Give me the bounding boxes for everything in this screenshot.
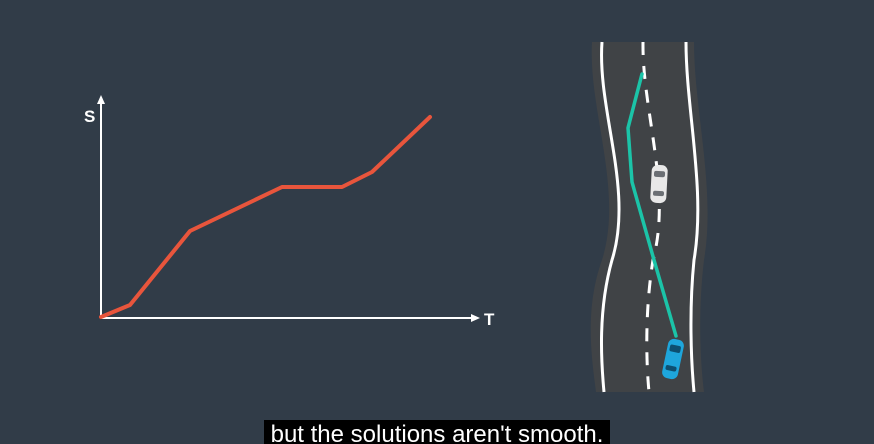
- ego-car: [662, 338, 684, 380]
- road-center-dashed-line: [641, 41, 661, 393]
- ego-car-rear-window: [665, 365, 677, 372]
- x-axis-label: T: [484, 310, 495, 329]
- planned-trajectory-line: [626, 72, 678, 338]
- subtitle-bar: but the solutions aren't smooth.: [0, 420, 874, 444]
- st-graph: S T: [84, 95, 495, 329]
- y-axis-arrowhead: [97, 95, 105, 104]
- y-axis-label: S: [84, 107, 95, 126]
- other-car-body: [650, 164, 668, 204]
- other-car-windshield: [653, 170, 666, 178]
- st-path-line: [99, 115, 432, 319]
- subtitle-text: but the solutions aren't smooth.: [263, 420, 611, 444]
- road-edge-line-right: [684, 41, 700, 393]
- road: [590, 41, 708, 393]
- road-edge-line-left: [599, 41, 621, 393]
- x-axis-arrowhead: [471, 314, 480, 322]
- road-surface: [590, 42, 708, 392]
- illustration: S T: [84, 41, 708, 393]
- other-car: [650, 164, 668, 204]
- other-car-rear-window: [652, 190, 665, 197]
- ego-car-windshield: [669, 344, 681, 353]
